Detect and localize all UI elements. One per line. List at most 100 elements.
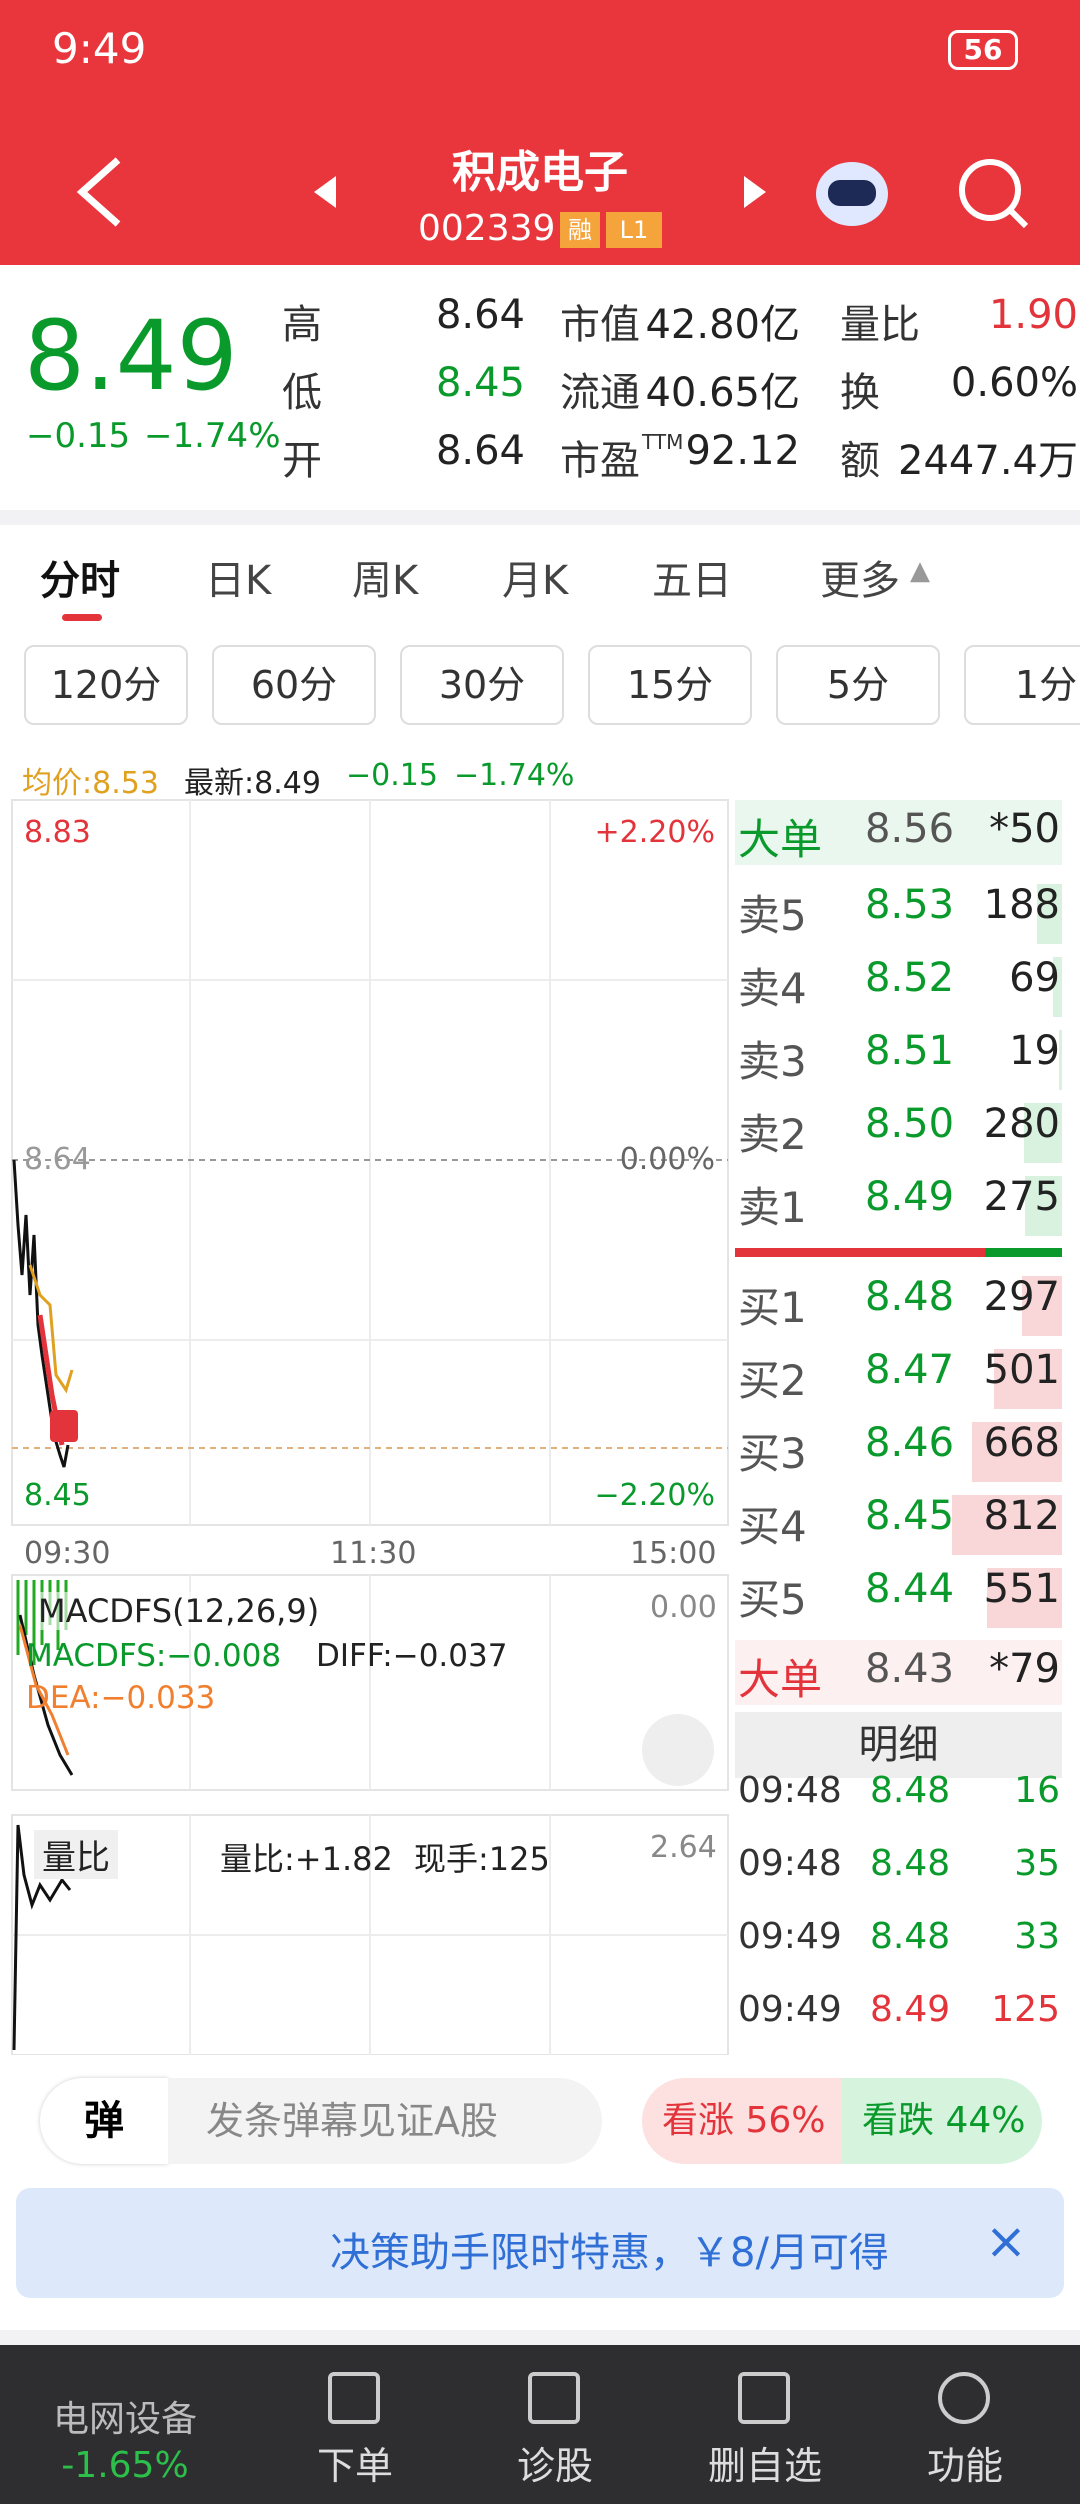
stat-label: 量比 [840, 302, 920, 348]
stat-value: 40.65亿 [645, 370, 800, 416]
tab[interactable]: 分时 [40, 558, 120, 604]
mid-pct: 0.00% [619, 1142, 715, 1177]
period[interactable]: 60分 [212, 645, 376, 725]
volume-hand: 现手:125 [414, 1840, 550, 1878]
big-sell-bg [735, 800, 1062, 865]
badge: 融 [560, 212, 600, 248]
book-label: 买5 [738, 1575, 807, 1624]
stat-value: 92.12 [685, 428, 800, 474]
sector-pct: -1.65% [61, 2445, 189, 2486]
book-label: 大单 [738, 1655, 823, 1704]
search[interactable] [959, 159, 1021, 221]
book-price: 8.44 [865, 1566, 955, 1612]
tab[interactable]: 更多 [820, 558, 900, 604]
nav-item[interactable]: 下单 [316, 2444, 393, 2488]
danmu-icon[interactable]: 弹 [40, 2078, 168, 2164]
banner-close[interactable]: × [985, 2212, 1027, 2270]
volume-bar [971, 1422, 1062, 1482]
stat-value: 8.64 [435, 428, 525, 474]
status-time: 9:49 [52, 24, 147, 73]
price-line [12, 1159, 70, 1468]
nav-icon[interactable] [738, 2372, 790, 2424]
book-price: 8.53 [865, 882, 955, 928]
book-vol: 275 [983, 1174, 1060, 1220]
content-bg [0, 525, 1080, 2055]
stat-label: 换 [840, 370, 880, 416]
trade-price: 8.48 [870, 1843, 951, 1884]
book-label: 卖2 [738, 1110, 807, 1159]
banner-bg[interactable] [16, 2188, 1064, 2298]
book-price: 8.45 [865, 1493, 955, 1539]
trade-price: 8.49 [870, 1989, 951, 2030]
book-vol: 812 [983, 1493, 1060, 1539]
book-price: 8.56 [865, 806, 955, 852]
nav-icon[interactable] [328, 2372, 380, 2424]
nav-item[interactable]: 删自选 [707, 2444, 822, 2488]
period[interactable]: 120分 [24, 645, 188, 725]
tab[interactable]: 五日 [652, 558, 732, 604]
book-vol: 69 [1009, 955, 1060, 1001]
danmu-input[interactable]: 发条弹幕见证A股 [168, 2078, 602, 2164]
stat-label: 高 [282, 302, 322, 348]
book-label: 卖3 [738, 1037, 807, 1086]
volume-bar [994, 1349, 1062, 1409]
header-icons [76, 157, 1029, 229]
book-label: 买3 [738, 1429, 807, 1478]
volume-bar [1021, 1276, 1062, 1336]
more-arrow: ▲ [910, 556, 930, 586]
book-vol: 551 [983, 1566, 1060, 1612]
period[interactable]: 15分 [588, 645, 752, 725]
period[interactable]: 30分 [400, 645, 564, 725]
header-bg [0, 0, 1080, 265]
stat-label: 市盈 [560, 438, 640, 484]
stat-value: 1.90 [988, 292, 1078, 338]
volume-bar [987, 1568, 1062, 1628]
trade-price: 8.48 [870, 1770, 951, 1811]
banner[interactable]: 决策助手限时特惠，￥8/月可得 [330, 2230, 889, 2276]
trade-vol: 35 [1014, 1843, 1060, 1884]
book-price: 8.46 [865, 1420, 955, 1466]
vote-up[interactable]: 看涨 56% [642, 2078, 842, 2164]
volume-bar [1036, 884, 1062, 944]
tab[interactable]: 周K [352, 558, 419, 604]
period[interactable]: 5分 [776, 645, 940, 725]
period[interactable]: 1分 [964, 645, 1080, 725]
info-pct: −1.74% [454, 758, 575, 793]
trade-price: 8.48 [870, 1916, 951, 1957]
stat-label: 额 [840, 438, 880, 484]
book-vol: 668 [983, 1420, 1060, 1466]
nav-item[interactable]: 诊股 [516, 2444, 593, 2488]
book-vol: *79 [989, 1646, 1060, 1692]
detail-header[interactable]: 明细 [735, 1712, 1062, 1778]
nav-icon[interactable] [528, 2372, 580, 2424]
prev[interactable] [314, 176, 336, 208]
time-label: 15:00 [630, 1536, 717, 1571]
big-buy-bg [735, 1640, 1062, 1705]
low-pct: −2.20% [594, 1478, 715, 1513]
change-pct: −1.74% [144, 416, 281, 456]
book-vol: 297 [983, 1274, 1060, 1320]
tab-indicator [62, 614, 102, 621]
volume-name[interactable]: 量比 [34, 1830, 118, 1879]
dea: DEA:−0.033 [26, 1680, 216, 1716]
stat-label: 低 [282, 370, 322, 416]
quote-bg [0, 265, 1080, 510]
book-price: 8.52 [865, 955, 955, 1001]
nav-icon[interactable] [938, 2372, 990, 2424]
sector[interactable]: 电网设备 [52, 2399, 197, 2440]
book-label: 买4 [738, 1502, 807, 1551]
book-price: 8.49 [865, 1174, 955, 1220]
stat-label: 市值 [560, 302, 640, 348]
top-price: 8.83 [24, 815, 91, 850]
top-pct: +2.20% [594, 815, 715, 850]
macd-name[interactable]: MACDFS(12,26,9) [38, 1592, 320, 1630]
tab[interactable]: 月K [502, 558, 569, 604]
next[interactable] [744, 176, 766, 208]
back[interactable] [76, 157, 121, 227]
vote-down[interactable]: 看跌 44% [842, 2078, 1042, 2164]
tab[interactable]: 日K [205, 558, 272, 604]
stat-label: 流通 [560, 370, 640, 416]
trade-time: 09:49 [738, 1989, 842, 2030]
nav-item[interactable]: 功能 [926, 2444, 1003, 2488]
